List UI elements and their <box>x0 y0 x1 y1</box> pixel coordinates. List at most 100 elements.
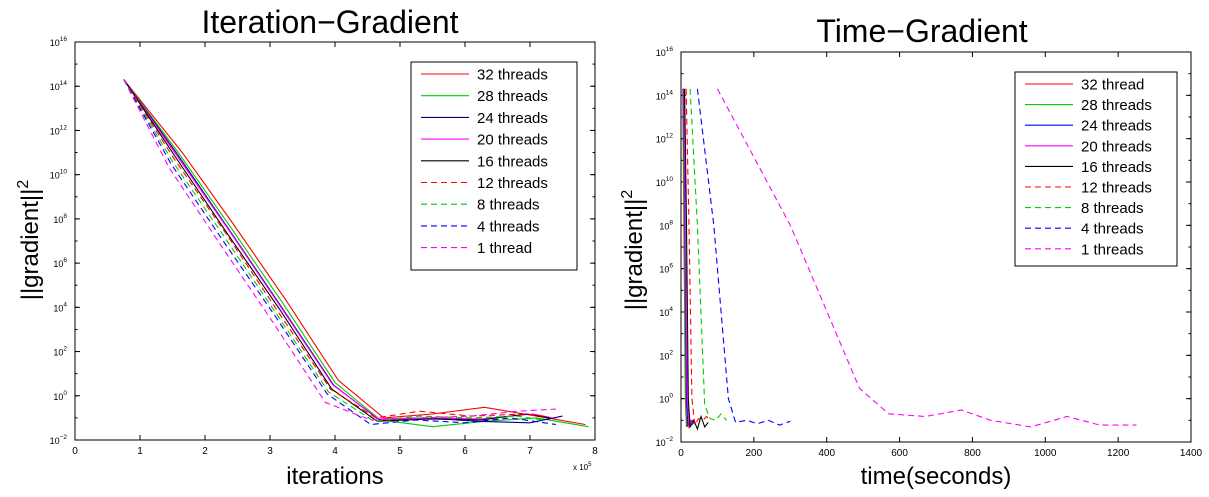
legend-label: 20 threads <box>1081 138 1152 155</box>
chart-title: Iteration−Gradient <box>201 4 458 40</box>
series-line-1-threads <box>716 88 1137 428</box>
x-tick-label: 400 <box>818 448 835 459</box>
x-tick-label: 0 <box>678 448 684 459</box>
legend-label: 32 threads <box>477 67 548 84</box>
y-tick-exponent: 8 <box>669 219 673 226</box>
y-tick-exponent: 10 <box>666 176 674 183</box>
x-multiplier: x 105 <box>573 462 592 472</box>
y-tick-base: 10 <box>656 438 666 448</box>
legend-label: 24 threads <box>477 110 548 127</box>
legend: 32 thread 28 threads 24 threads 20 threads 1… <box>1014 71 1178 267</box>
y-tick-exponent: 14 <box>60 80 68 87</box>
y-tick-label: 104 <box>659 306 673 318</box>
x-tick-label: 7 <box>527 446 533 457</box>
x-tick-label: 2 <box>202 446 208 457</box>
y-tick-label: 106 <box>53 257 67 269</box>
x-tick-label: 0 <box>72 446 78 457</box>
series-line-4-threads <box>696 88 791 426</box>
y-tick-label: 104 <box>53 301 67 313</box>
series-line-32-threads <box>123 79 586 426</box>
series-line-16-threads <box>123 79 550 422</box>
y-axis-label: ||gradient||2 <box>15 180 44 301</box>
y-tick-base: 10 <box>656 135 666 145</box>
y-tick-base: 10 <box>50 126 60 136</box>
legend-label: 12 threads <box>477 175 548 192</box>
series-line-28-threads <box>682 88 694 428</box>
series-line-8-threads <box>689 88 727 421</box>
y-tick-exponent: 10 <box>60 169 68 176</box>
y-tick-exponent: 6 <box>669 263 673 270</box>
y-axis-label-superscript: 2 <box>619 190 636 199</box>
series-line-1-thread <box>123 79 557 421</box>
y-tick-base: 10 <box>50 82 60 92</box>
series-group <box>682 88 1137 431</box>
x-tick-label: 4 <box>332 446 338 457</box>
legend-label: 20 threads <box>477 132 548 149</box>
y-tick-base: 10 <box>53 215 63 225</box>
y-tick-exponent: 0 <box>63 390 67 397</box>
y-tick-exponent: 2 <box>63 346 67 353</box>
series-group <box>123 79 589 428</box>
y-tick-base: 10 <box>659 395 669 405</box>
y-tick-label: 10−2 <box>50 434 68 446</box>
y-tick-exponent: 16 <box>666 46 674 53</box>
legend-label: 4 threads <box>1081 221 1144 238</box>
legend: 32 threads 28 threads 24 threads 20 threads… <box>410 61 578 271</box>
legend-box <box>410 61 578 271</box>
y-tick-exponent: 12 <box>60 124 68 131</box>
y-tick-exponent: 0 <box>669 393 673 400</box>
legend-label: 4 threads <box>477 218 540 235</box>
y-tick-label: 1016 <box>50 36 68 48</box>
series-line-28-threads <box>123 79 589 428</box>
chart-title: Time−Gradient <box>816 13 1027 49</box>
y-tick-label: 1012 <box>50 124 68 136</box>
y-tick-base: 10 <box>659 221 669 231</box>
legend-label: 16 threads <box>477 153 548 170</box>
series-line-4-threads <box>123 79 557 426</box>
x-multiplier-exponent: 5 <box>588 462 592 468</box>
y-tick-exponent: 16 <box>60 36 68 43</box>
y-tick-base: 10 <box>53 259 63 269</box>
legend-label: 28 threads <box>1081 97 1152 114</box>
y-tick-base: 10 <box>656 178 666 188</box>
legend-label: 12 threads <box>1081 180 1152 197</box>
y-tick-exponent: −2 <box>60 434 68 441</box>
x-tick-label: 800 <box>964 448 981 459</box>
x-tick-label: 1000 <box>1034 448 1057 459</box>
x-multiplier-base: x 10 <box>573 463 589 472</box>
legend-label: 8 threads <box>477 197 540 214</box>
y-tick-label: 100 <box>659 393 673 405</box>
x-tick-label: 1 <box>137 446 143 457</box>
y-tick-label: 1014 <box>656 89 674 101</box>
y-tick-base: 10 <box>50 436 60 446</box>
y-axis-label-text: ||gradient|| <box>17 189 44 301</box>
y-tick-label: 108 <box>53 213 67 225</box>
y-tick-label: 102 <box>53 346 67 358</box>
series-line-12-threads <box>685 88 711 427</box>
x-axis-label: time(seconds) <box>861 463 1012 490</box>
y-tick-base: 10 <box>656 91 666 101</box>
x-tick-label: 200 <box>746 448 763 459</box>
y-tick-base: 10 <box>50 38 60 48</box>
y-tick-exponent: −2 <box>666 436 674 443</box>
y-tick-base: 10 <box>53 303 63 313</box>
x-tick-label: 5 <box>397 446 403 457</box>
y-tick-label: 106 <box>659 263 673 275</box>
y-axis-label-text: ||gradient|| <box>621 199 648 311</box>
series-line-16-threads <box>684 88 709 431</box>
y-tick-label: 102 <box>659 349 673 361</box>
y-tick-exponent: 6 <box>63 257 67 264</box>
y-tick-label: 1016 <box>656 46 674 58</box>
legend-label: 28 threads <box>477 88 548 105</box>
x-tick-label: 1200 <box>1107 448 1130 459</box>
y-tick-label: 1014 <box>50 80 68 92</box>
legend-label: 1 threads <box>1081 241 1144 258</box>
y-tick-label: 100 <box>53 390 67 402</box>
legend-label: 8 threads <box>1081 200 1144 217</box>
legend-label: 24 threads <box>1081 118 1152 135</box>
y-axis-label-superscript: 2 <box>15 180 32 189</box>
legend-label: 1 thread <box>477 240 532 257</box>
